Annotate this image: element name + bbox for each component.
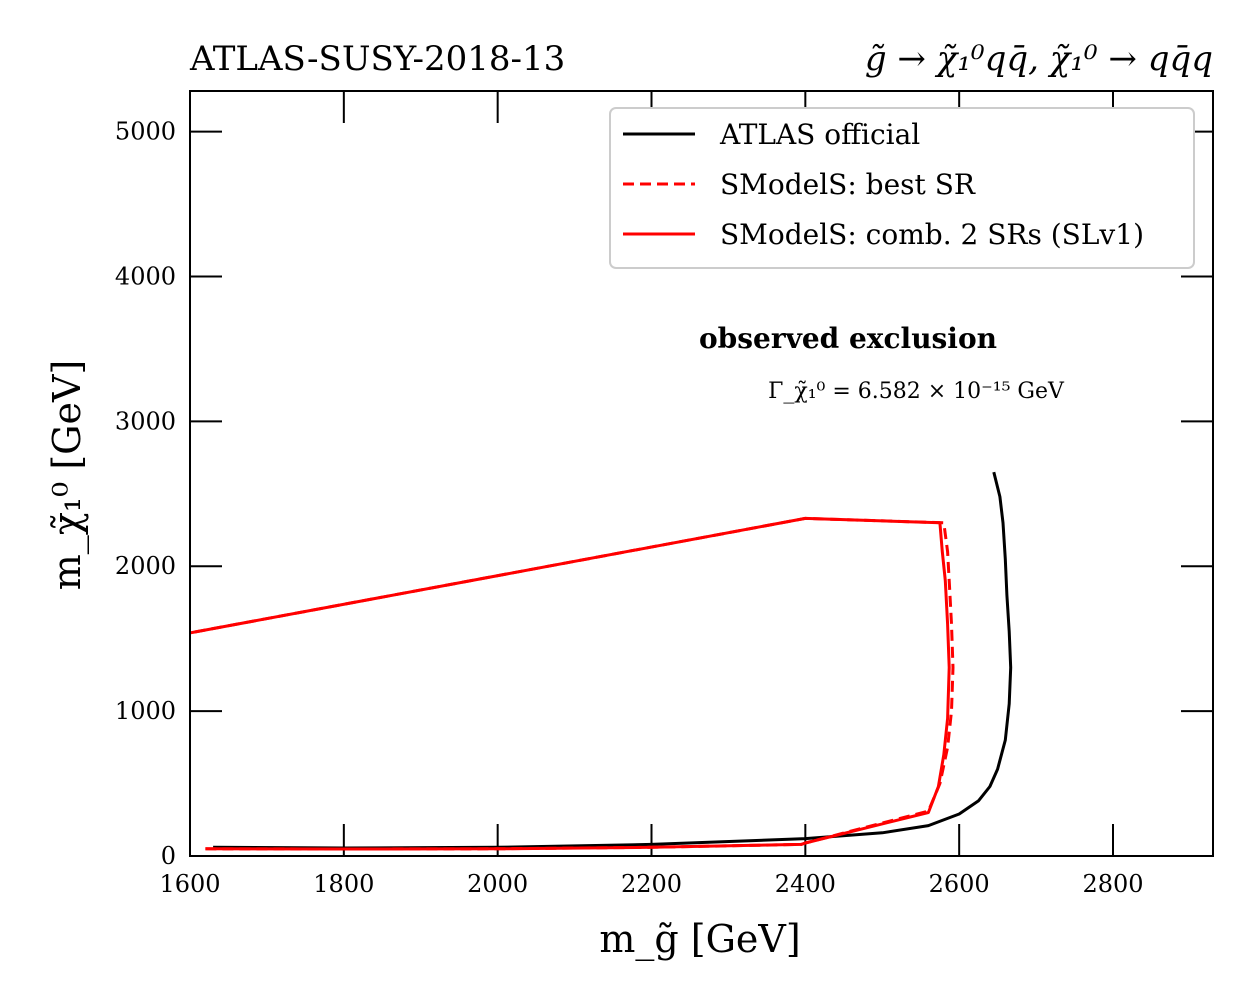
legend-label-comb: SModelS: comb. 2 SRs (SLv1): [720, 218, 1144, 251]
annotation-observed-exclusion: observed exclusion: [699, 322, 997, 355]
legend-box: [609, 107, 1195, 269]
series-layer: [190, 471, 1013, 851]
series-smodels-best-sr-line: [190, 516, 955, 851]
y-tick-label: 0: [161, 842, 176, 870]
legend-label-best-sr: SModelS: best SR: [720, 168, 976, 201]
x-tick-label: 1600: [159, 870, 220, 898]
x-tick-label: 1800: [313, 870, 374, 898]
legend: ATLAS official SModelS: best SR SModelS:…: [609, 107, 1195, 269]
legend-label-atlas: ATLAS official: [719, 118, 920, 151]
x-tick-label: 2200: [621, 870, 682, 898]
y-tick-label: 4000: [115, 262, 176, 290]
y-axis-label: m_χ̃₁⁰ [GeV]: [45, 360, 90, 591]
x-tick-label: 2600: [929, 870, 990, 898]
chart-title-right: g̃ → χ̃₁⁰qq̄, χ̃₁⁰ → qq̄q: [865, 39, 1213, 79]
chart-title-left: ATLAS-SUSY-2018-13: [189, 39, 565, 79]
y-tick-label: 3000: [115, 407, 176, 435]
ticks-layer: 1600 1800 2000 2200 2400 2600 2800 0 1000 2000 300…: [115, 91, 1213, 898]
annotation-width: Γ_χ̃₁⁰ = 6.582 × 10⁻¹⁵ GeV: [768, 379, 1065, 404]
y-tick-label: 5000: [115, 118, 176, 146]
y-tick-label: 1000: [115, 697, 176, 725]
plot-frame: [189, 90, 1214, 857]
x-tick-label: 2000: [467, 870, 528, 898]
series-smodels-comb-line: [190, 516, 951, 851]
x-tick-label: 2400: [775, 870, 836, 898]
x-axis-label: m_g̃ [GeV]: [599, 917, 800, 962]
x-tick-label: 2800: [1082, 870, 1143, 898]
series-atlas-official-line: [213, 471, 1013, 850]
y-tick-label: 2000: [115, 552, 176, 580]
